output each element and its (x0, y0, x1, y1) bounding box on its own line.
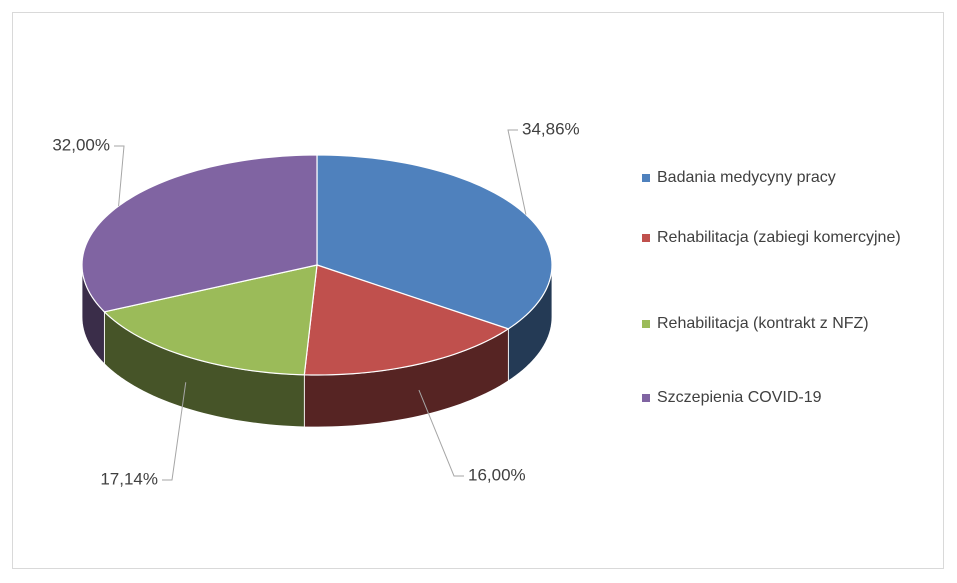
legend-swatch (642, 234, 650, 242)
chart-frame (12, 12, 944, 569)
legend-swatch (642, 174, 650, 182)
data-label: 17,14% (100, 469, 158, 488)
legend-label: Badania medycyny pracy (657, 169, 836, 186)
slice (303, 264, 510, 376)
data-label: 34,86% (522, 119, 580, 138)
slice (316, 154, 553, 330)
leader-line (507, 129, 527, 215)
slice (81, 154, 318, 313)
data-label: 16,00% (468, 465, 526, 484)
slice (103, 264, 318, 376)
legend-swatch (642, 394, 650, 402)
leader-line (162, 382, 187, 481)
legend-item: Rehabilitacja (kontrakt z NFZ) (640, 311, 919, 337)
legend-item: Szczepienia COVID-19 (640, 385, 919, 411)
legend-swatch (642, 320, 650, 328)
legend-label: Rehabilitacja (zabiegi komercyjne) (657, 229, 901, 246)
legend-label: Szczepienia COVID-19 (657, 389, 822, 406)
leader-line (418, 389, 464, 477)
legend-item: Badania medycyny pracy (640, 165, 919, 191)
legend-item: Rehabilitacja (zabiegi komercyjne) (640, 225, 919, 251)
data-label: 32,00% (52, 135, 110, 154)
legend-label: Rehabilitacja (kontrakt z NFZ) (657, 315, 869, 332)
leader-line (114, 145, 125, 207)
